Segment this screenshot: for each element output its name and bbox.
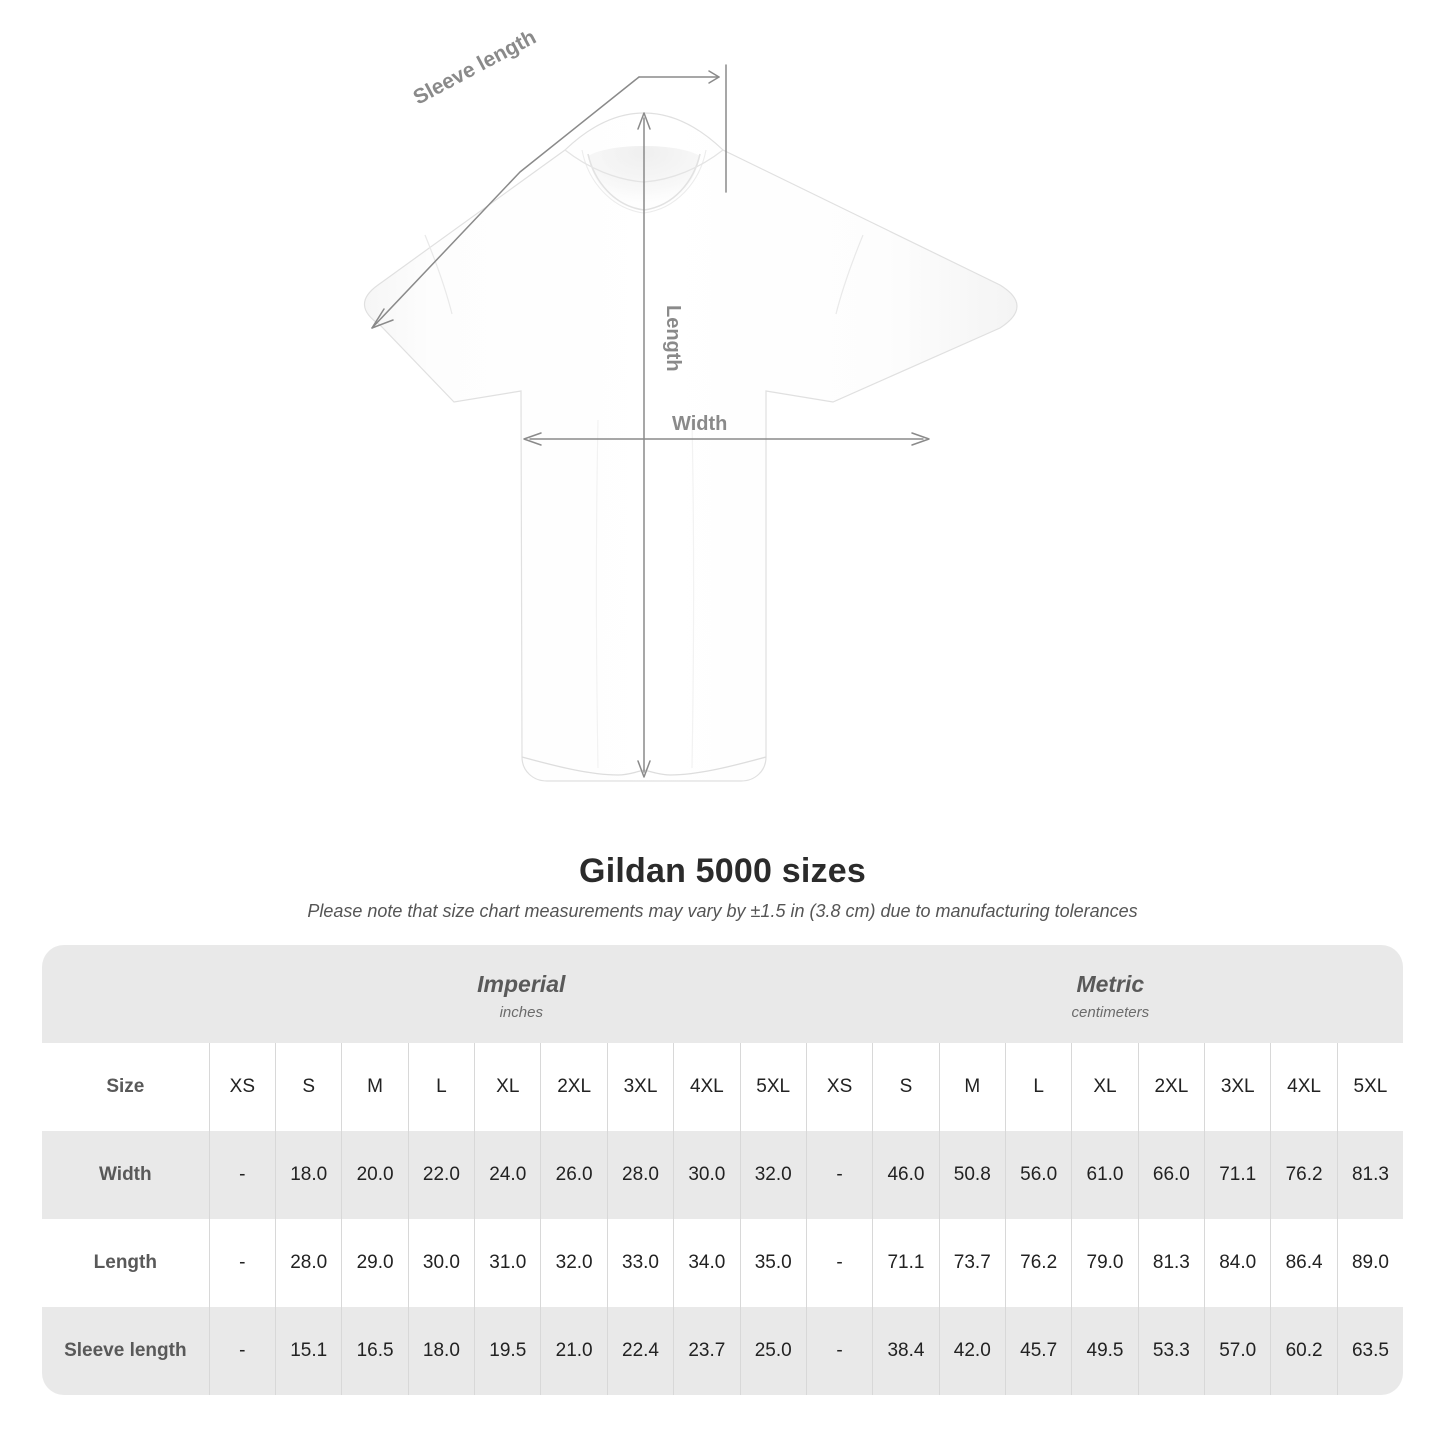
svg-text:Width: Width xyxy=(672,413,727,435)
svg-text:Sleeve length: Sleeve length xyxy=(410,26,540,110)
svg-text:Length: Length xyxy=(662,305,684,372)
